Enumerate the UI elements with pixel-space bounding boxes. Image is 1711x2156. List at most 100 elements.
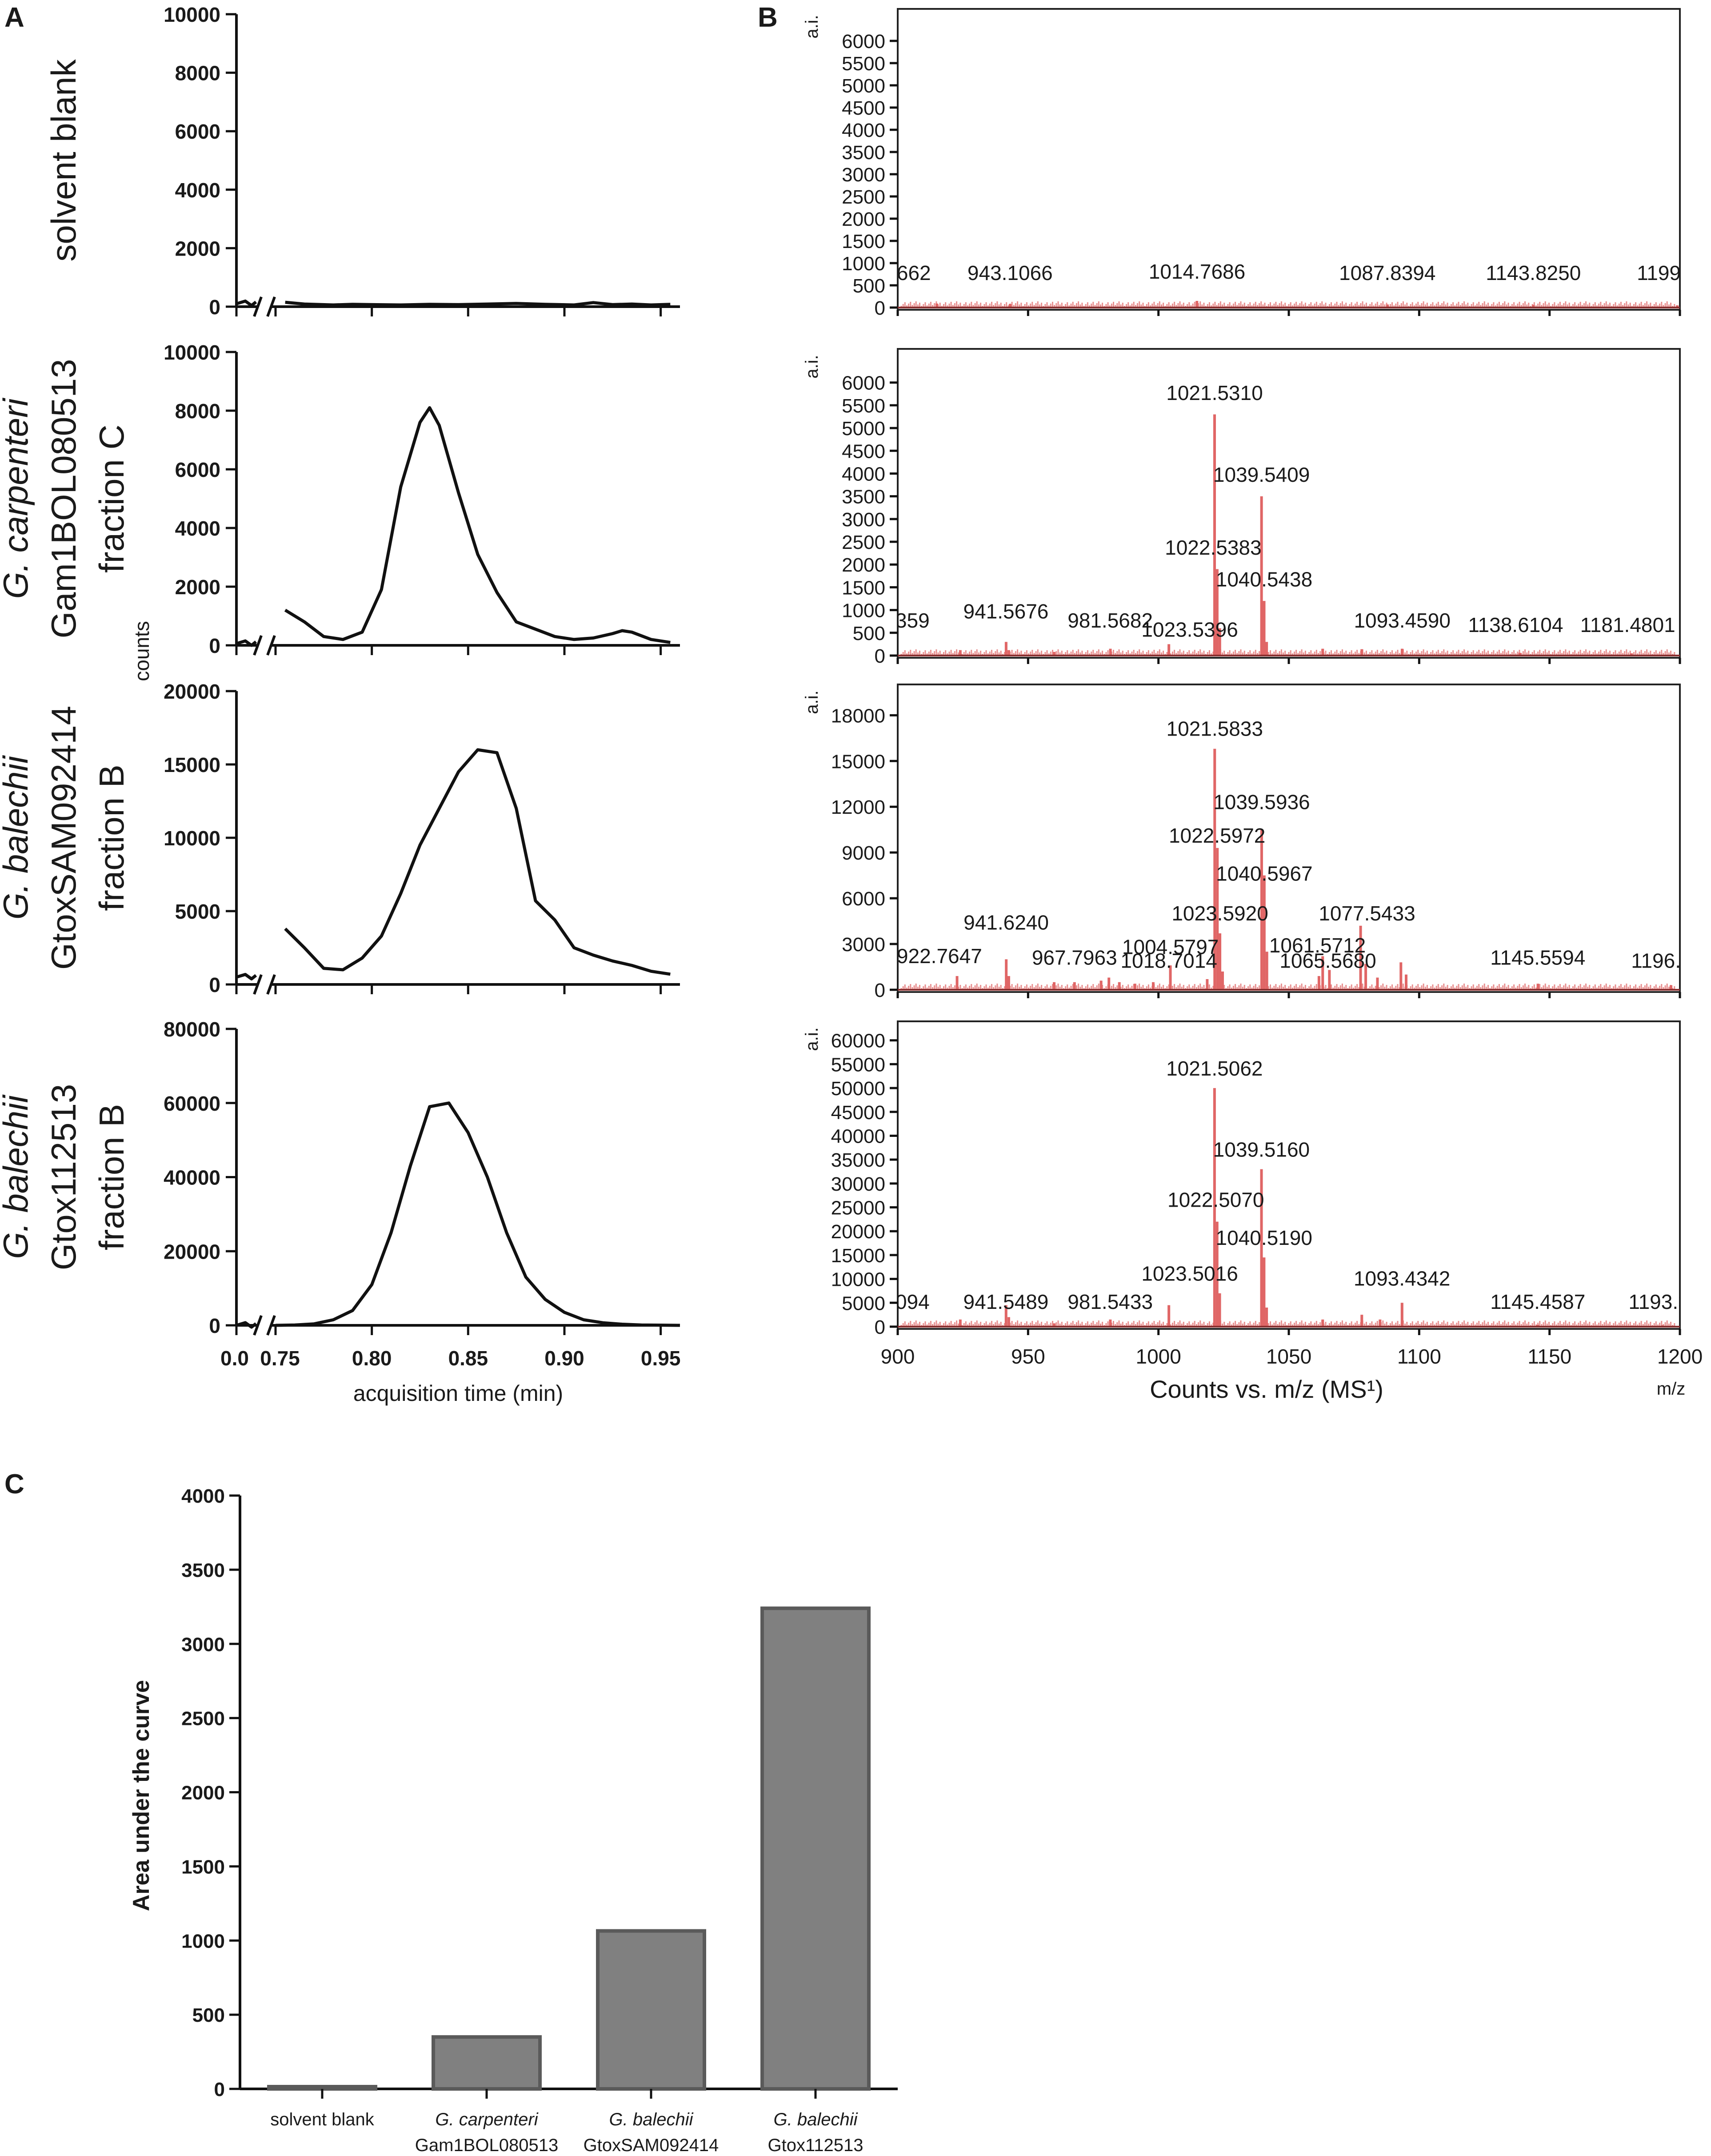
y-tick-label: 30000 [831, 1173, 885, 1195]
y-tick-label: 1000 [842, 253, 885, 275]
peak-label: 1145.4587 [1490, 1290, 1585, 1313]
y-tick-label: 6000 [175, 458, 220, 481]
peak-label: 4359 [884, 609, 929, 632]
peak-label: 1021.5833 [1167, 717, 1263, 740]
peak-label: 1018.7014 [1120, 949, 1217, 972]
peak-label: 981.5682 [1067, 609, 1153, 632]
x-axis-label: acquisition time (min) [353, 1381, 563, 1406]
x-tick-label: Gam1BOL080513 [415, 2136, 558, 2155]
y-tick-label: 4000 [175, 179, 220, 202]
spectrum-frame [897, 348, 1681, 659]
peak-label: 1023.5016 [1141, 1262, 1238, 1285]
y-tick-label: 9000 [842, 842, 885, 864]
y-tick-label: 5000 [175, 900, 220, 923]
chromatogram-panel-a: 0 2000 4000 6000 8000 10000 solvent blank 0 2000… [0, 3, 680, 1406]
axis-break-mark [266, 1315, 276, 1336]
peak-label: 1061.5712 [1269, 934, 1366, 957]
axis-break-mark [253, 635, 263, 656]
peak-labels: 6662 943.1066 1014.7686 1087.8394 1143.8250 1… [898, 260, 1687, 284]
y-tick-label: 4000 [175, 517, 220, 540]
y-tick-label: 6000 [842, 888, 885, 910]
panel-label-b: B [758, 2, 778, 33]
mass-spectrum-panel-b: 0500100015002000250030003500400045005000… [802, 8, 1703, 1403]
bar [267, 2084, 377, 2091]
row-label: fraction B [92, 764, 131, 911]
axis-break-mark [253, 296, 263, 317]
x-tick-label: G. carpenteri [435, 2110, 538, 2129]
y-tick-label: 35000 [831, 1149, 885, 1171]
y-tick-label: 2000 [175, 576, 220, 599]
row-label: G. balechii [0, 755, 35, 920]
y-axis-label: a.i. [802, 690, 822, 714]
y-tick-label: 5500 [842, 53, 885, 75]
row-label: fraction C [92, 424, 131, 573]
y-tick-label: 15000 [164, 753, 220, 776]
axis-break-mark [266, 974, 276, 995]
x-tick-label: 1000 [1135, 1345, 1181, 1368]
x-tick-label: 1200 [1657, 1345, 1703, 1368]
y-tick-label: 50000 [831, 1078, 885, 1100]
y-tick-label: 6000 [175, 120, 220, 143]
y-tick-label: 2000 [842, 208, 885, 230]
y-tick-label: 0 [209, 973, 220, 996]
y-tick-label: 6000 [842, 31, 885, 52]
panel-label-c: C [4, 1469, 24, 1500]
x-tick-label: 0.90 [544, 1347, 584, 1370]
peak-label: 1138.6104 [1468, 613, 1563, 636]
peak-label: 1087.8394 [1339, 261, 1435, 284]
y-tick-label: 12000 [831, 796, 885, 818]
y-tick-label: 0 [209, 1314, 220, 1337]
x-tick-label: 0.95 [641, 1347, 681, 1370]
chromatogram-2: 0 2000 4000 6000 8000 10000 G. carpenteri Gam1B… [0, 341, 680, 657]
row-label: G. balechii [0, 1094, 35, 1259]
y-tick-label: 0 [209, 634, 220, 657]
peak-labels: 1021.5062 1039.5160 1022.5070 1040.5190 1023… [898, 1057, 1689, 1313]
peak-label: 1039.5409 [1213, 463, 1310, 486]
peak-label: 941.5489 [963, 1290, 1049, 1313]
peak-label: 1023.5920 [1171, 902, 1268, 925]
x-axis-unit: m/z [1657, 1379, 1685, 1399]
peak-label: 1022.5383 [1165, 536, 1261, 559]
chromatogram-3: 0 5000 10000 15000 20000 G. balechii GtoxSAM09… [0, 680, 680, 996]
peak-label: 1199. [1637, 261, 1687, 284]
y-axis-label: a.i. [802, 15, 822, 38]
y-tick-label: 2000 [842, 554, 885, 576]
chromatogram-4: 0 20000 40000 60000 80000 G. balechii Gtox1125… [0, 1018, 680, 1337]
y-tick-label: 20000 [164, 1240, 220, 1263]
peak-label: 1040.5438 [1216, 568, 1312, 591]
peak-label: 981.5433 [1067, 1290, 1153, 1313]
peak-label: 1022.5070 [1167, 1188, 1264, 1211]
y-axis-label: counts [130, 621, 153, 681]
peak-label: 1145.5594 [1490, 946, 1585, 969]
peak-labels: 1021.5833 1039.5936 1022.5972 1040.5967 1023… [898, 717, 1680, 972]
y-tick-label: 500 [853, 623, 885, 644]
bar [596, 1929, 706, 2091]
y-tick-label: 500 [192, 2004, 225, 2026]
peak-label: 1039.5936 [1213, 790, 1310, 813]
y-tick-label: 8000 [175, 62, 220, 85]
y-tick-label: 1500 [181, 1856, 225, 1878]
peak-label: 1014.7686 [1149, 260, 1245, 283]
axis-break-mark [266, 296, 276, 317]
y-tick-label: 15000 [831, 1245, 885, 1267]
peak-label: 1077.5433 [1319, 902, 1415, 925]
peak-label: 1004.5797 [1122, 935, 1219, 958]
x-tick-label: 1100 [1397, 1345, 1441, 1368]
x-tick-label: 0.80 [352, 1347, 392, 1370]
y-tick-label: 3000 [181, 1634, 225, 1656]
x-tick-label: solvent blank [270, 2110, 374, 2129]
peak-label: 1193.3 [1628, 1290, 1689, 1313]
axis-break-mark [253, 1315, 263, 1336]
y-tick-label: 0 [214, 2079, 225, 2100]
y-tick-label: 60000 [164, 1092, 220, 1115]
y-tick-label: 0 [875, 1316, 885, 1338]
chromatogram-1: 0 2000 4000 6000 8000 10000 solvent blank [44, 3, 680, 319]
y-axis-label: a.i. [802, 355, 822, 378]
peak-label: 1181.4801 [1580, 613, 1675, 636]
axis-break-mark [266, 635, 276, 656]
y-axis-label: Area under the curve [128, 1680, 154, 1911]
y-tick-label: 10000 [164, 341, 220, 364]
x-tick-label: 1150 [1527, 1345, 1571, 1368]
y-tick-label: 40000 [164, 1166, 220, 1189]
